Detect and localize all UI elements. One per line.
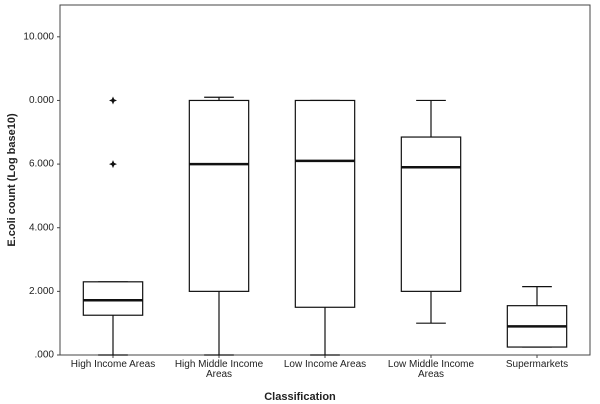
y-axis-title: E.coli count (Log base10) xyxy=(6,113,18,247)
x-axis-title: Classification xyxy=(264,391,336,403)
box xyxy=(400,136,462,292)
y-tick-label: 0.000 xyxy=(29,95,54,106)
x-tick-label: High Income Areas xyxy=(70,359,156,370)
y-tick-label: 2.000 xyxy=(29,286,54,297)
x-tick-label: Supermarkets xyxy=(505,359,569,370)
y-tick-label: 4.000 xyxy=(29,222,54,233)
box xyxy=(294,99,356,308)
x-tick-label: Low Middle Income Areas xyxy=(387,359,475,380)
box xyxy=(82,281,144,316)
y-tick-label: 6.000 xyxy=(29,159,54,170)
x-tick-label: High Middle Income Areas xyxy=(174,359,264,380)
x-tick-label: Low Income Areas xyxy=(283,359,367,370)
outlier xyxy=(109,160,117,169)
y-tick-label: .000 xyxy=(35,350,55,361)
outlier xyxy=(109,96,117,105)
y-tick-label: 10.000 xyxy=(23,31,54,42)
box xyxy=(188,99,250,292)
